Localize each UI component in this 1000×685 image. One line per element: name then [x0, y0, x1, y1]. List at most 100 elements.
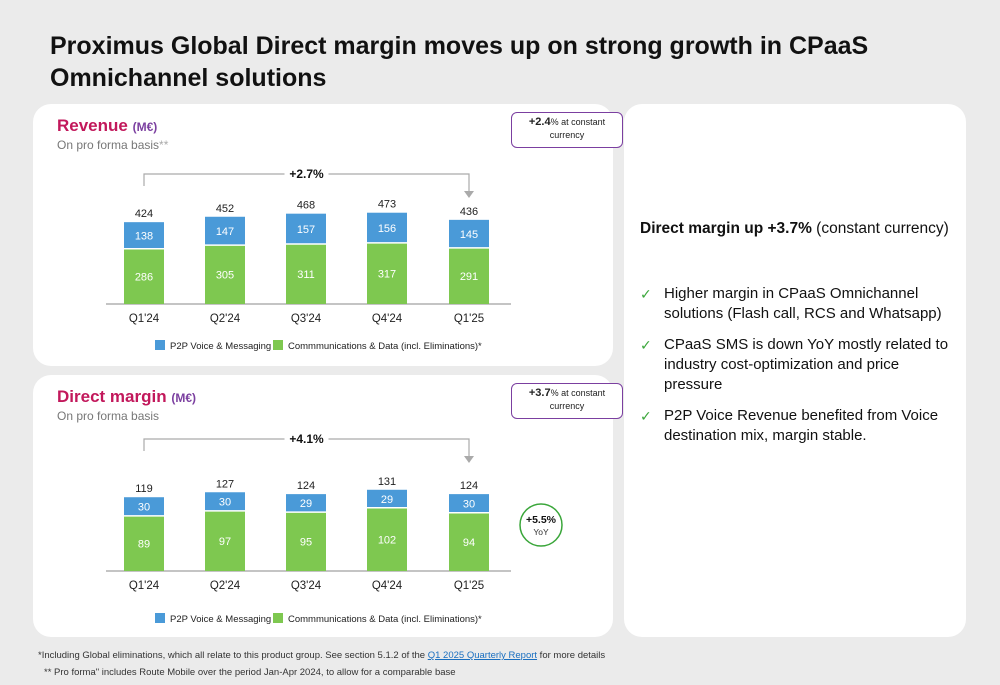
data-label-communications: 286 [135, 271, 153, 283]
summary-headline-rest: (constant currency) [811, 220, 949, 237]
yoy-circle [519, 503, 563, 547]
revenue-callout-value: +2.4 [528, 116, 551, 128]
legend-label-communications: Commmunications & Data (incl. Eliminatio… [288, 614, 482, 625]
tick-label: Q4'24 [372, 580, 403, 592]
growth-label: +4.1% [289, 432, 324, 446]
bar-communications [205, 245, 245, 304]
data-label-communications: 317 [378, 268, 396, 280]
data-label-total: 131 [378, 476, 396, 488]
revenue-subtitle-mark: ** [159, 138, 169, 152]
legend-swatch-communications [273, 613, 283, 623]
data-label-communications: 94 [463, 537, 475, 549]
data-label-p2p: 147 [216, 226, 234, 238]
bar-communications [286, 243, 326, 304]
bar-communications [367, 507, 407, 571]
check-icon: ✓ [640, 286, 652, 302]
yoy-label: YoY [533, 527, 549, 537]
footnote-1-before: *Including Global eliminations, which al… [38, 650, 428, 661]
data-label-p2p: 29 [300, 498, 312, 510]
data-label-p2p: 145 [460, 229, 478, 241]
summary-headline: Direct margin up +3.7% (constant currenc… [640, 220, 949, 238]
data-label-total: 468 [297, 200, 315, 212]
direct-margin-constant-currency-callout: +3.7% at constant currency [511, 383, 623, 419]
footnote-2: ** Pro forma" includes Route Mobile over… [44, 667, 456, 678]
bar-p2p [449, 219, 489, 248]
tick-label: Q1'25 [454, 580, 484, 592]
bar-p2p [205, 492, 245, 511]
data-label-communications: 97 [219, 536, 231, 548]
summary-bullets: ✓ Higher margin in CPaaS Omnichannel solu… [640, 284, 960, 457]
revenue-subtitle: On pro forma basis** [57, 138, 168, 152]
bar-p2p [124, 497, 164, 516]
tick-label: Q1'25 [454, 313, 484, 325]
bar-p2p [286, 213, 326, 244]
data-label-p2p: 138 [135, 230, 153, 242]
direct-margin-subtitle: On pro forma basis [57, 409, 160, 423]
data-label-total: 127 [216, 478, 234, 490]
bar-communications [205, 510, 245, 571]
growth-arrow [464, 191, 474, 198]
data-label-total: 452 [216, 203, 234, 215]
summary-bullet-text: Higher margin in CPaaS Omnichannel solut… [664, 285, 942, 322]
yoy-value: +5.5% [526, 514, 557, 526]
revenue-callout-text: % at constant currency [549, 117, 606, 140]
revenue-constant-currency-callout: +2.4% at constant currency [511, 112, 623, 148]
data-label-total: 124 [460, 480, 478, 492]
direct-margin-callout-value: +3.7 [528, 387, 551, 399]
page-title: Proximus Global Direct margin moves up o… [50, 32, 869, 92]
tick-label: Q3'24 [291, 313, 322, 325]
growth-label-bg [284, 166, 329, 182]
tick-label: Q2'24 [210, 313, 241, 325]
direct-margin-card: Direct margin (M€) On pro forma basis +3… [33, 375, 623, 637]
revenue-subtitle-text: On pro forma basis [57, 138, 160, 152]
tick-label: Q4'24 [372, 313, 403, 325]
direct-margin-unit: (M€) [171, 391, 196, 405]
growth-label: +2.7% [289, 167, 324, 181]
summary-bullet: ✓ CPaaS SMS is down YoY mostly related to… [640, 335, 960, 395]
legend-label-p2p: P2P Voice & Messaging [170, 614, 271, 625]
data-label-p2p: 30 [463, 498, 475, 510]
quarterly-report-link[interactable]: Q1 2025 Quarterly Report [427, 650, 538, 661]
bar-p2p [449, 494, 489, 513]
data-label-total: 124 [297, 480, 315, 492]
bar-p2p [286, 494, 326, 513]
summary-headline-bold: Direct margin up +3.7% [640, 220, 812, 237]
data-label-p2p: 157 [297, 224, 315, 236]
data-label-p2p: 29 [381, 494, 393, 506]
direct-margin-chart: +4.1% 89 30 119 Q1'24 97 30 127 Q2'24 95 29 124 Q3'2… [106, 431, 563, 625]
footnote-1-after: for more details [537, 650, 606, 661]
data-label-total: 473 [378, 199, 396, 211]
revenue-card: Revenue (M€) On pro forma basis** +2.4% … [33, 104, 623, 366]
check-icon: ✓ [640, 337, 652, 353]
data-label-communications: 95 [300, 537, 312, 549]
bar-communications [124, 515, 164, 571]
data-label-p2p: 30 [138, 502, 150, 514]
bar-p2p [367, 489, 407, 508]
data-label-total: 119 [135, 483, 153, 495]
data-label-communications: 102 [378, 534, 396, 546]
revenue-title: Revenue (M€) [57, 116, 157, 136]
summary-bullet: ✓ Higher margin in CPaaS Omnichannel solu… [640, 284, 960, 324]
bar-p2p [205, 216, 245, 246]
tick-label: Q1'24 [129, 313, 160, 325]
data-label-communications: 89 [138, 538, 150, 550]
legend-swatch-p2p [155, 613, 165, 623]
legend-label-p2p: P2P Voice & Messaging [170, 341, 271, 352]
bar-communications [449, 512, 489, 571]
check-icon: ✓ [640, 408, 652, 424]
legend-swatch-p2p [155, 340, 165, 350]
bar-communications [367, 242, 407, 304]
tick-label: Q3'24 [291, 580, 322, 592]
data-label-p2p: 156 [378, 223, 396, 235]
data-label-communications: 291 [460, 271, 478, 283]
legend-label-communications: Commmunications & Data (incl. Eliminatio… [288, 341, 482, 352]
bar-communications [124, 248, 164, 304]
direct-margin-callout-text: % at constant currency [549, 388, 606, 411]
bar-communications [286, 512, 326, 571]
data-label-communications: 311 [297, 269, 315, 281]
data-label-total: 436 [460, 206, 478, 218]
bar-communications [449, 247, 489, 304]
revenue-chart: +2.7% 286 138 424 Q1'24 305 147 452 Q2'24 311 157 4… [106, 166, 511, 352]
direct-margin-title-text: Direct margin [57, 387, 167, 406]
summary-bullet-text: P2P Voice Revenue benefited from Voice d… [664, 407, 939, 444]
